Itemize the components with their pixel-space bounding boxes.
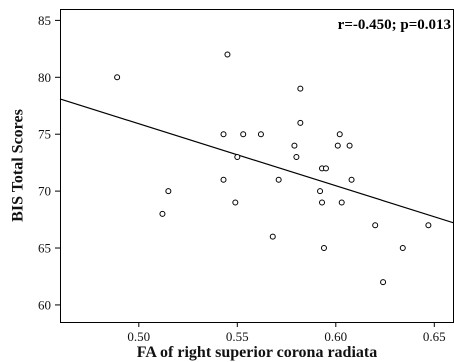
regression-line-layer: [59, 98, 454, 224]
data-point: [257, 131, 264, 138]
data-point: [232, 199, 239, 206]
data-point: [291, 142, 298, 149]
y-tick-label: 60: [38, 297, 51, 312]
data-point: [114, 74, 121, 81]
data-point: [399, 245, 406, 252]
data-point: [336, 131, 343, 138]
data-point: [159, 210, 166, 217]
data-point: [338, 199, 345, 206]
data-point: [220, 131, 227, 138]
x-tick-label: 0.55: [226, 329, 249, 344]
data-point: [320, 245, 327, 252]
x-axis-title: FA of right superior corona radiata: [137, 344, 377, 361]
y-tick-label: 80: [38, 70, 51, 85]
x-tick-label: 0.65: [423, 329, 446, 344]
data-point: [297, 85, 304, 92]
regression-line: [59, 98, 454, 224]
data-point: [380, 279, 387, 286]
data-point: [346, 142, 353, 149]
x-tick-label: 0.50: [127, 329, 150, 344]
data-point: [322, 165, 329, 172]
data-point: [317, 188, 324, 195]
data-point: [348, 176, 355, 183]
axis-ticks: [55, 19, 435, 327]
data-point: [293, 153, 300, 160]
data-points: [114, 51, 432, 286]
y-tick-label: 85: [38, 13, 51, 28]
data-point: [319, 199, 326, 206]
data-point: [269, 233, 276, 240]
y-tick-label: 75: [38, 127, 51, 142]
x-tick-label: 0.60: [324, 329, 347, 344]
data-point: [220, 176, 227, 183]
data-point: [224, 51, 231, 58]
plot-frame: [60, 9, 454, 323]
data-point: [234, 153, 241, 160]
y-axis-title: BIS Total Scores: [10, 109, 27, 222]
data-point: [240, 131, 247, 138]
tick-labels: 60 65 70 75 80 85 0.50 0.55 0.60 0.65: [38, 13, 446, 344]
data-point: [425, 222, 432, 229]
data-point: [297, 119, 304, 126]
y-tick-label: 70: [38, 184, 51, 199]
data-point: [334, 142, 341, 149]
data-point: [275, 176, 282, 183]
data-point: [372, 222, 379, 229]
correlation-annotation: r=-0.450; p=0.013: [338, 17, 451, 33]
y-tick-label: 65: [38, 241, 51, 256]
data-point: [165, 188, 172, 195]
